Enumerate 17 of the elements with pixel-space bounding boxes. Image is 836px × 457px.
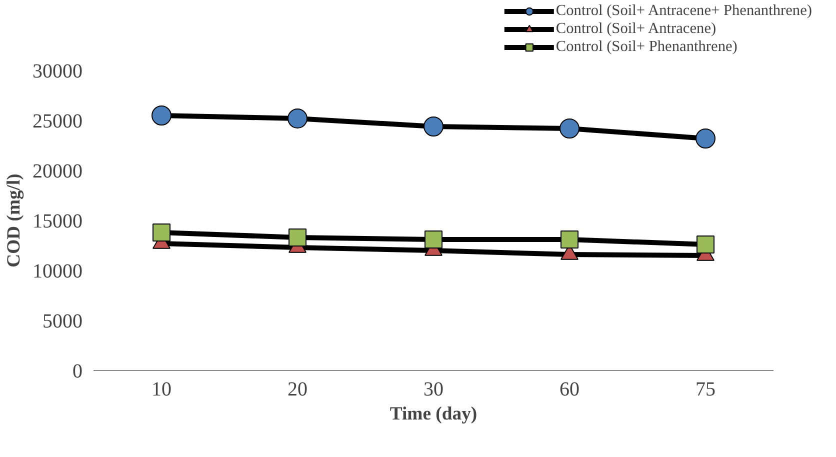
- y-tick-label: 15000: [32, 210, 82, 232]
- x-tick-label: 30: [424, 378, 444, 400]
- y-tick-label: 5000: [42, 310, 82, 332]
- x-tick-label: 10: [152, 378, 172, 400]
- y-tick-label: 0: [72, 360, 82, 382]
- legend-label: Control (Soil+ Antracene): [556, 20, 716, 38]
- y-axis-title: COD (mg/l): [4, 174, 24, 268]
- x-tick-label: 20: [288, 378, 308, 400]
- legend-label: Control (Soil+ Antracene+ Phenanthrene): [556, 2, 812, 20]
- y-tick-label: 10000: [32, 260, 82, 282]
- legend-label: Control (Soil+ Phenanthrene): [556, 38, 738, 56]
- x-tick-label: 75: [696, 378, 716, 400]
- x-tick-label: 60: [560, 378, 580, 400]
- y-tick-label: 30000: [32, 60, 82, 82]
- x-axis-title: Time (day): [390, 404, 478, 424]
- y-tick-label: 25000: [32, 110, 82, 132]
- y-tick-label: 20000: [32, 160, 82, 182]
